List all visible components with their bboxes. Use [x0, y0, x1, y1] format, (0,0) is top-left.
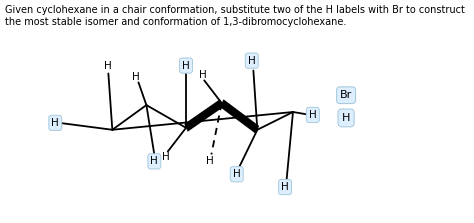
Text: Given cyclohexane in a chair conformation, substitute two of the H labels with B: Given cyclohexane in a chair conformatio…: [5, 5, 465, 27]
Text: H: H: [281, 182, 289, 192]
Text: H: H: [182, 61, 190, 70]
Text: H: H: [309, 110, 317, 120]
Text: H: H: [162, 153, 170, 162]
Polygon shape: [220, 99, 259, 134]
Text: H: H: [342, 113, 350, 123]
Text: H: H: [248, 56, 255, 66]
Text: H: H: [132, 72, 140, 83]
Text: H: H: [51, 118, 59, 128]
Text: H: H: [206, 156, 214, 166]
Text: Br: Br: [340, 90, 352, 100]
Text: H: H: [233, 169, 241, 179]
Text: H: H: [199, 70, 207, 81]
Text: H: H: [150, 156, 158, 166]
Text: H: H: [104, 61, 112, 70]
Polygon shape: [184, 99, 223, 132]
